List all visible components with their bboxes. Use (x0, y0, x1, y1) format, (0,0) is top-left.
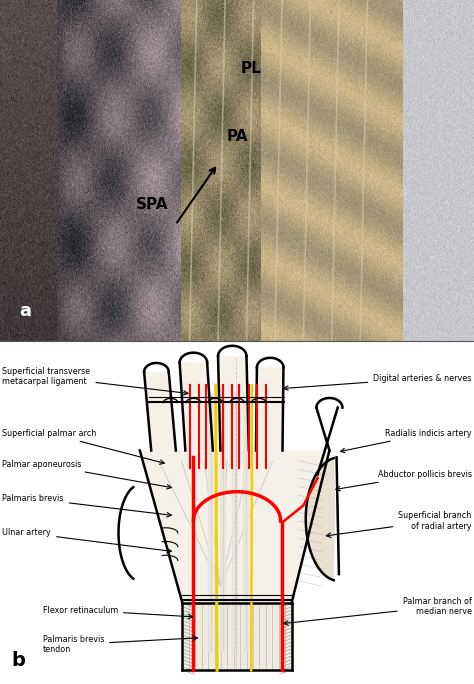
Polygon shape (180, 363, 213, 451)
Polygon shape (256, 367, 283, 451)
Text: SPA: SPA (136, 197, 168, 212)
Text: PA: PA (226, 129, 248, 144)
Polygon shape (144, 372, 176, 451)
Polygon shape (182, 603, 292, 670)
Polygon shape (140, 451, 329, 603)
Text: Superficial transverse
metacarpal ligament: Superficial transverse metacarpal ligame… (2, 367, 188, 395)
Text: Palmar aponeurosis: Palmar aponeurosis (2, 460, 172, 489)
Text: Abductor pollicis brevis: Abductor pollicis brevis (336, 470, 472, 491)
Polygon shape (306, 458, 339, 580)
Text: Superficial branch
of radial artery: Superficial branch of radial artery (326, 511, 472, 538)
Text: PL: PL (241, 61, 262, 76)
Polygon shape (218, 356, 249, 451)
Text: Palmaris brevis: Palmaris brevis (2, 494, 172, 517)
Text: Ulnar artery: Ulnar artery (2, 529, 172, 553)
Text: b: b (12, 651, 26, 670)
Text: a: a (19, 302, 31, 320)
Text: Digital arteries & nerves: Digital arteries & nerves (283, 374, 472, 391)
Text: Superficial palmar arch: Superficial palmar arch (2, 429, 164, 464)
Text: Flexor retinaculum: Flexor retinaculum (43, 605, 193, 619)
Text: Palmar branch of
median nerve: Palmar branch of median nerve (283, 597, 472, 625)
Text: Radialis indicis artery: Radialis indicis artery (340, 429, 472, 453)
Text: Palmaris brevis
tendon: Palmaris brevis tendon (43, 635, 198, 654)
